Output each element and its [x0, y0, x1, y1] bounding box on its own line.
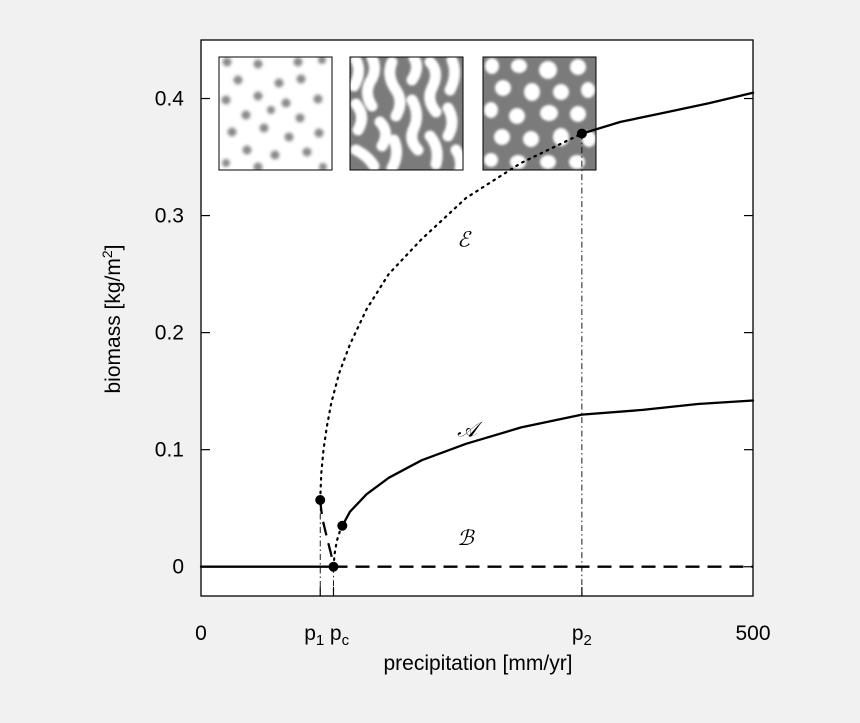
y-axis-label: biomass [kg/m2] [99, 244, 125, 393]
series-line-spots-A-stable [341, 399, 755, 527]
pattern-insets [218, 56, 597, 171]
y-axis-label-main: biomass [kg/m [102, 258, 125, 393]
bifurcation-point-marker [576, 128, 587, 139]
branch-label: ℬ [457, 526, 475, 550]
series-line-spots-unstable [319, 499, 335, 567]
inset-labyrinth-pattern [350, 57, 463, 170]
x-tick-label-special: p2 [572, 622, 592, 649]
bifurcation-point-marker [315, 495, 326, 506]
x-tick-label: 500 [735, 622, 770, 645]
inset-holes-pattern [483, 57, 596, 170]
inset-spots-pattern [219, 57, 332, 170]
x-tick-label-special: p1 [304, 622, 324, 649]
y-tick-label: 0.4 [155, 88, 185, 111]
y-tick-label: 0.1 [155, 439, 184, 462]
y-tick-label: 0.3 [155, 205, 184, 228]
series-line-labyrinth-E-stable [580, 91, 755, 135]
chart-series [199, 91, 755, 568]
bifurcation-point-marker [328, 561, 339, 572]
series-line-spots-A-unstable [332, 524, 344, 568]
y-tick-label: 0.2 [155, 322, 184, 345]
x-tick-label-special: pc [330, 622, 350, 649]
x-tick-label: 0 [195, 622, 207, 645]
x-axis-ticks: 0 500 p1 pc p2 [195, 587, 771, 649]
branch-label: ℰ [457, 228, 472, 252]
x-axis-label: precipitation [mm/yr] [383, 652, 572, 675]
series-line-labyrinth-E-unstable [319, 132, 584, 502]
chart-markers [315, 128, 587, 572]
y-tick-label: 0 [172, 556, 184, 579]
bifurcation-point-marker [337, 520, 348, 531]
y-axis-label-close: ] [102, 244, 125, 250]
plot-frame [200, 39, 754, 597]
y-axis-label-superscript: 2 [99, 250, 115, 258]
y-axis-ticks: 0 0.1 0.2 0.3 0.4 [155, 88, 753, 579]
